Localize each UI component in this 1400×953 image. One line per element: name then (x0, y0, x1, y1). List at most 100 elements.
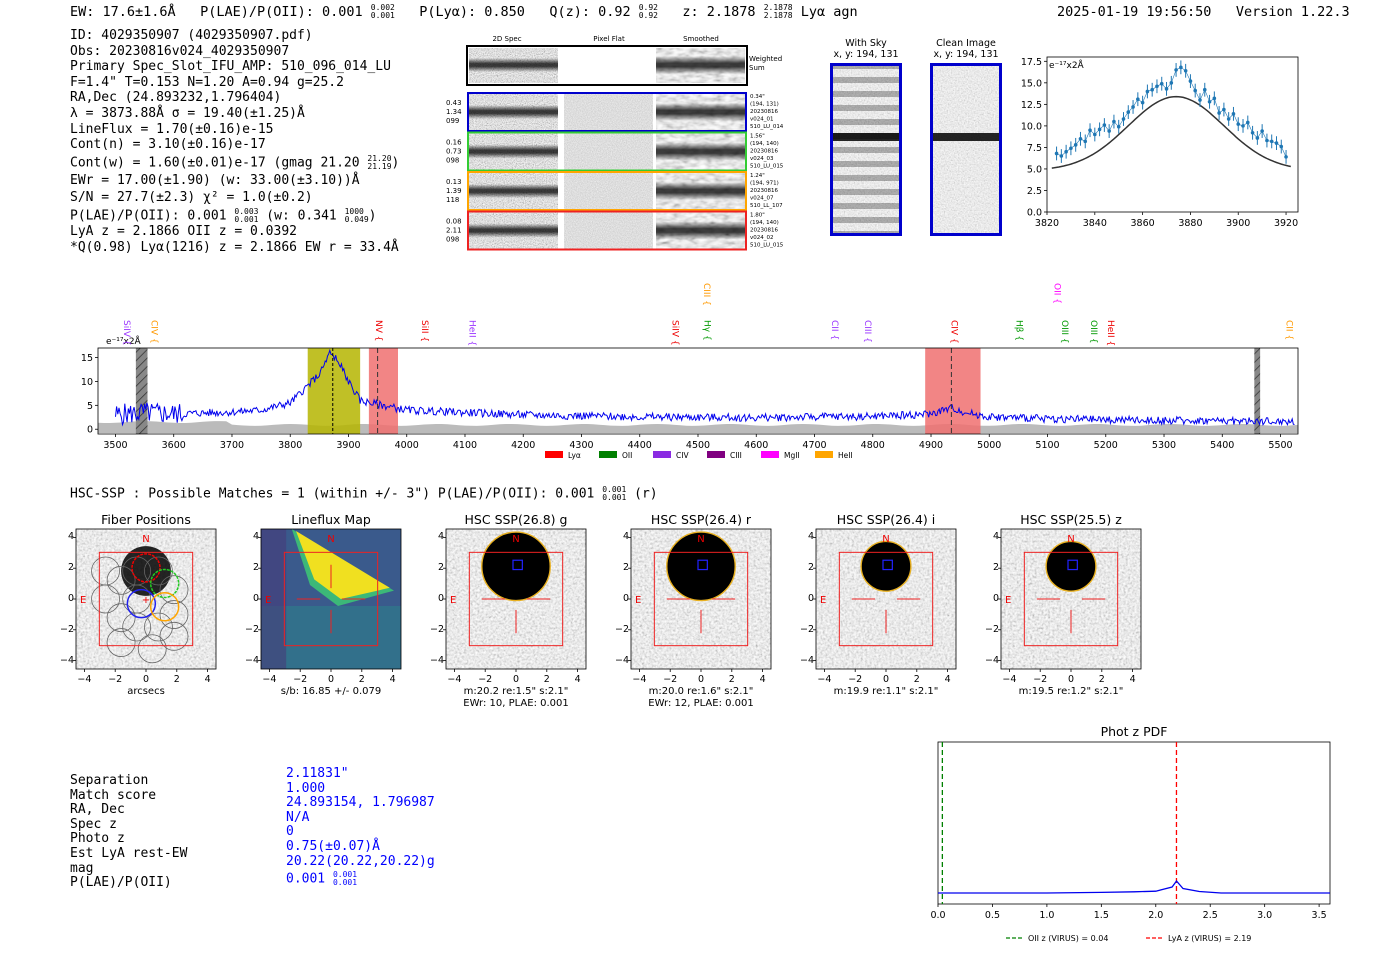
stamp-right-label-0-3: v024_01 (750, 117, 774, 123)
info-lyaz: LyA z = 2.1866 OII z = 0.0392 (70, 224, 297, 240)
stamp-right-label-2-3: v024_07 (750, 196, 774, 202)
match-value-plae-lo: 0.001 (332, 878, 358, 888)
cutout-ytick-label: 4 (622, 531, 629, 543)
cutout-ytick-label: 2 (437, 562, 444, 574)
weighted-sum-2d-band (469, 58, 558, 72)
header-z-hi: 2.1878 (763, 3, 793, 12)
stamp-left-label-2-2: 118 (446, 196, 459, 204)
cutout-caption-1: s/b: 16.85 +/- 0.079 (281, 686, 381, 697)
cutout-ytick-label: 0 (437, 593, 444, 604)
stamp-right-label-0-1: (194, 131) (750, 102, 779, 108)
clean-image (930, 63, 1002, 236)
spectrum-line (115, 348, 1295, 427)
cutout-xtick-label: −4 (632, 674, 646, 685)
header-plae: P(LAE)/P(OII): 0.001 (200, 4, 363, 20)
east-label: E (450, 595, 456, 606)
stamp-flat-1 (564, 133, 653, 170)
photz-xtick-label: 3.5 (1312, 910, 1327, 921)
east-label: E (265, 595, 271, 606)
cutout-ytick-label: −4 (799, 654, 814, 666)
cutout-ytick-label: −2 (799, 623, 814, 635)
stamp-smooth-band-1 (656, 142, 745, 161)
cutout-ytick-label: 4 (252, 531, 259, 543)
spectrum-xtick-label: 5300 (1152, 440, 1176, 451)
cutout-title-2: HSC SSP(26.8) g (465, 512, 568, 527)
cutout-xtick-label: −4 (77, 674, 91, 685)
hsc-title-hi: 0.001 (602, 485, 627, 494)
cutout-yticks (258, 536, 261, 662)
header-summary: EW: 17.6±1.6Å P(LAE)/P(OII): 0.001 0.002… (70, 3, 858, 21)
spectrum-legend-swatch (815, 451, 833, 458)
fiber-plus: + (142, 595, 150, 606)
cutout-xtick-label: 4 (945, 674, 951, 685)
spectrum-line-label: OIII { (1088, 320, 1098, 344)
cutout-panel-1: Lineflux Map N E −4 −2 0 2 4 s/b: 16.85 +/- 0.07… (255, 512, 415, 728)
cutout-xtick-label: −2 (848, 674, 862, 685)
spectrum-line-label: CIII { (701, 283, 711, 306)
cutout-panel-4: HSC SSP(26.4) i N E −4 −2 0 2 4 m:19.9 re:1.1" s… (810, 512, 970, 728)
source-marker (512, 559, 523, 571)
fit-data-point (1054, 151, 1059, 156)
stamp-right-label-2-0: 1.24" (750, 173, 765, 179)
cutout-xtick-label: 4 (390, 674, 396, 685)
cutout-ytick-label: 2 (807, 562, 814, 574)
header-right: 2025-01-19 19:56:50 Version 1.22.3 (1057, 4, 1350, 20)
fiber-circle (106, 565, 136, 595)
match-value-ew: 0.75(±0.07)Å (286, 838, 380, 854)
spectrum-axes: 3500 3600 3700 3800 3900 4000 4100 4200 4300 4400… (81, 283, 1299, 460)
spectrum-line-label: HeII { (1105, 320, 1115, 346)
fit-ytick-label: 7.5 (1027, 143, 1042, 154)
spectrum-ytick-label: 15 (81, 353, 93, 364)
cutout-svg-3: HSC SSP(26.4) r N E −4 −2 0 2 4 m:20.0 re:1.6" s… (628, 512, 772, 709)
header-qz-lo: 0.92 (638, 11, 658, 20)
spectrum-xtick-label: 4100 (453, 440, 477, 451)
fiber-circle (137, 634, 167, 664)
source-marker (697, 559, 708, 571)
aperture-box (653, 551, 749, 647)
spectrum-line-label: Hγ { (701, 320, 711, 341)
fiber-orange (149, 592, 180, 622)
cutout-svg-0: Fiber Positions + N E −4 −2 0 2 4 arcsecs (73, 512, 217, 697)
cutout-ytick-label: −4 (59, 654, 74, 666)
stamp-2d-band-1 (469, 144, 558, 159)
stamp-right-label-3-0: 1.80" (750, 213, 765, 219)
stamp-right-label-3-3: v024_02 (750, 235, 774, 241)
spectrum-line-label: CIV { (948, 320, 958, 344)
stamp-smooth-band-2 (656, 182, 745, 200)
fiber-circle (144, 612, 173, 642)
cutout-xtick-label: 4 (760, 674, 766, 685)
cutout-ytick-label: −2 (244, 623, 259, 635)
cutout-xtick-label: −2 (1033, 674, 1047, 685)
cutout-title-4: HSC SSP(26.4) i (837, 512, 935, 527)
stamp-right-label-1-3: v024_03 (750, 156, 774, 162)
match-label-photoz: Photo z (70, 831, 125, 847)
cutout-ytick-label: −4 (614, 654, 629, 666)
spectrum-xtick-label: 5100 (1035, 440, 1059, 451)
stamp-left-label-2-1: 1.39 (446, 187, 462, 195)
spectrum-line-label: Hβ { (1014, 320, 1024, 341)
match-label-specz: Spec z (70, 816, 117, 832)
cutout-xtick-label: 0 (328, 674, 334, 685)
photz-legend-oii: OII z (VIRUS) = 0.04 (1028, 934, 1108, 943)
spectrum-line-label: NV { (373, 320, 383, 341)
cutout-ytick-label: 0 (252, 593, 259, 604)
fit-xtick-label: 3840 (1083, 218, 1107, 229)
stamp-right-label-3-1: (194, 140) (750, 220, 779, 226)
north-label: N (142, 534, 149, 545)
cutout-ytick-label: −2 (614, 623, 629, 635)
spectrum-xtick-label: 3700 (220, 440, 244, 451)
cutout-ytick-label: 4 (992, 531, 999, 543)
cutout-xtick-label: −2 (478, 674, 492, 685)
stamp-frame-3 (467, 210, 747, 251)
spectrum-line-label: SiIV { (121, 320, 131, 346)
stamp-col-title-flat: Pixel Flat (593, 35, 625, 43)
cutout-xtick-label: −4 (817, 674, 831, 685)
fiber-circle (91, 556, 120, 586)
match-value-separation: 2.11831" (286, 766, 349, 781)
header-plya: P(Lyα): 0.850 (419, 4, 525, 20)
with-sky-xy: x, y: 194, 131 (833, 49, 899, 60)
aperture-box (1023, 551, 1119, 647)
spectrum-xtick-label: 5200 (1094, 440, 1118, 451)
stamp-flat-2 (564, 173, 653, 209)
